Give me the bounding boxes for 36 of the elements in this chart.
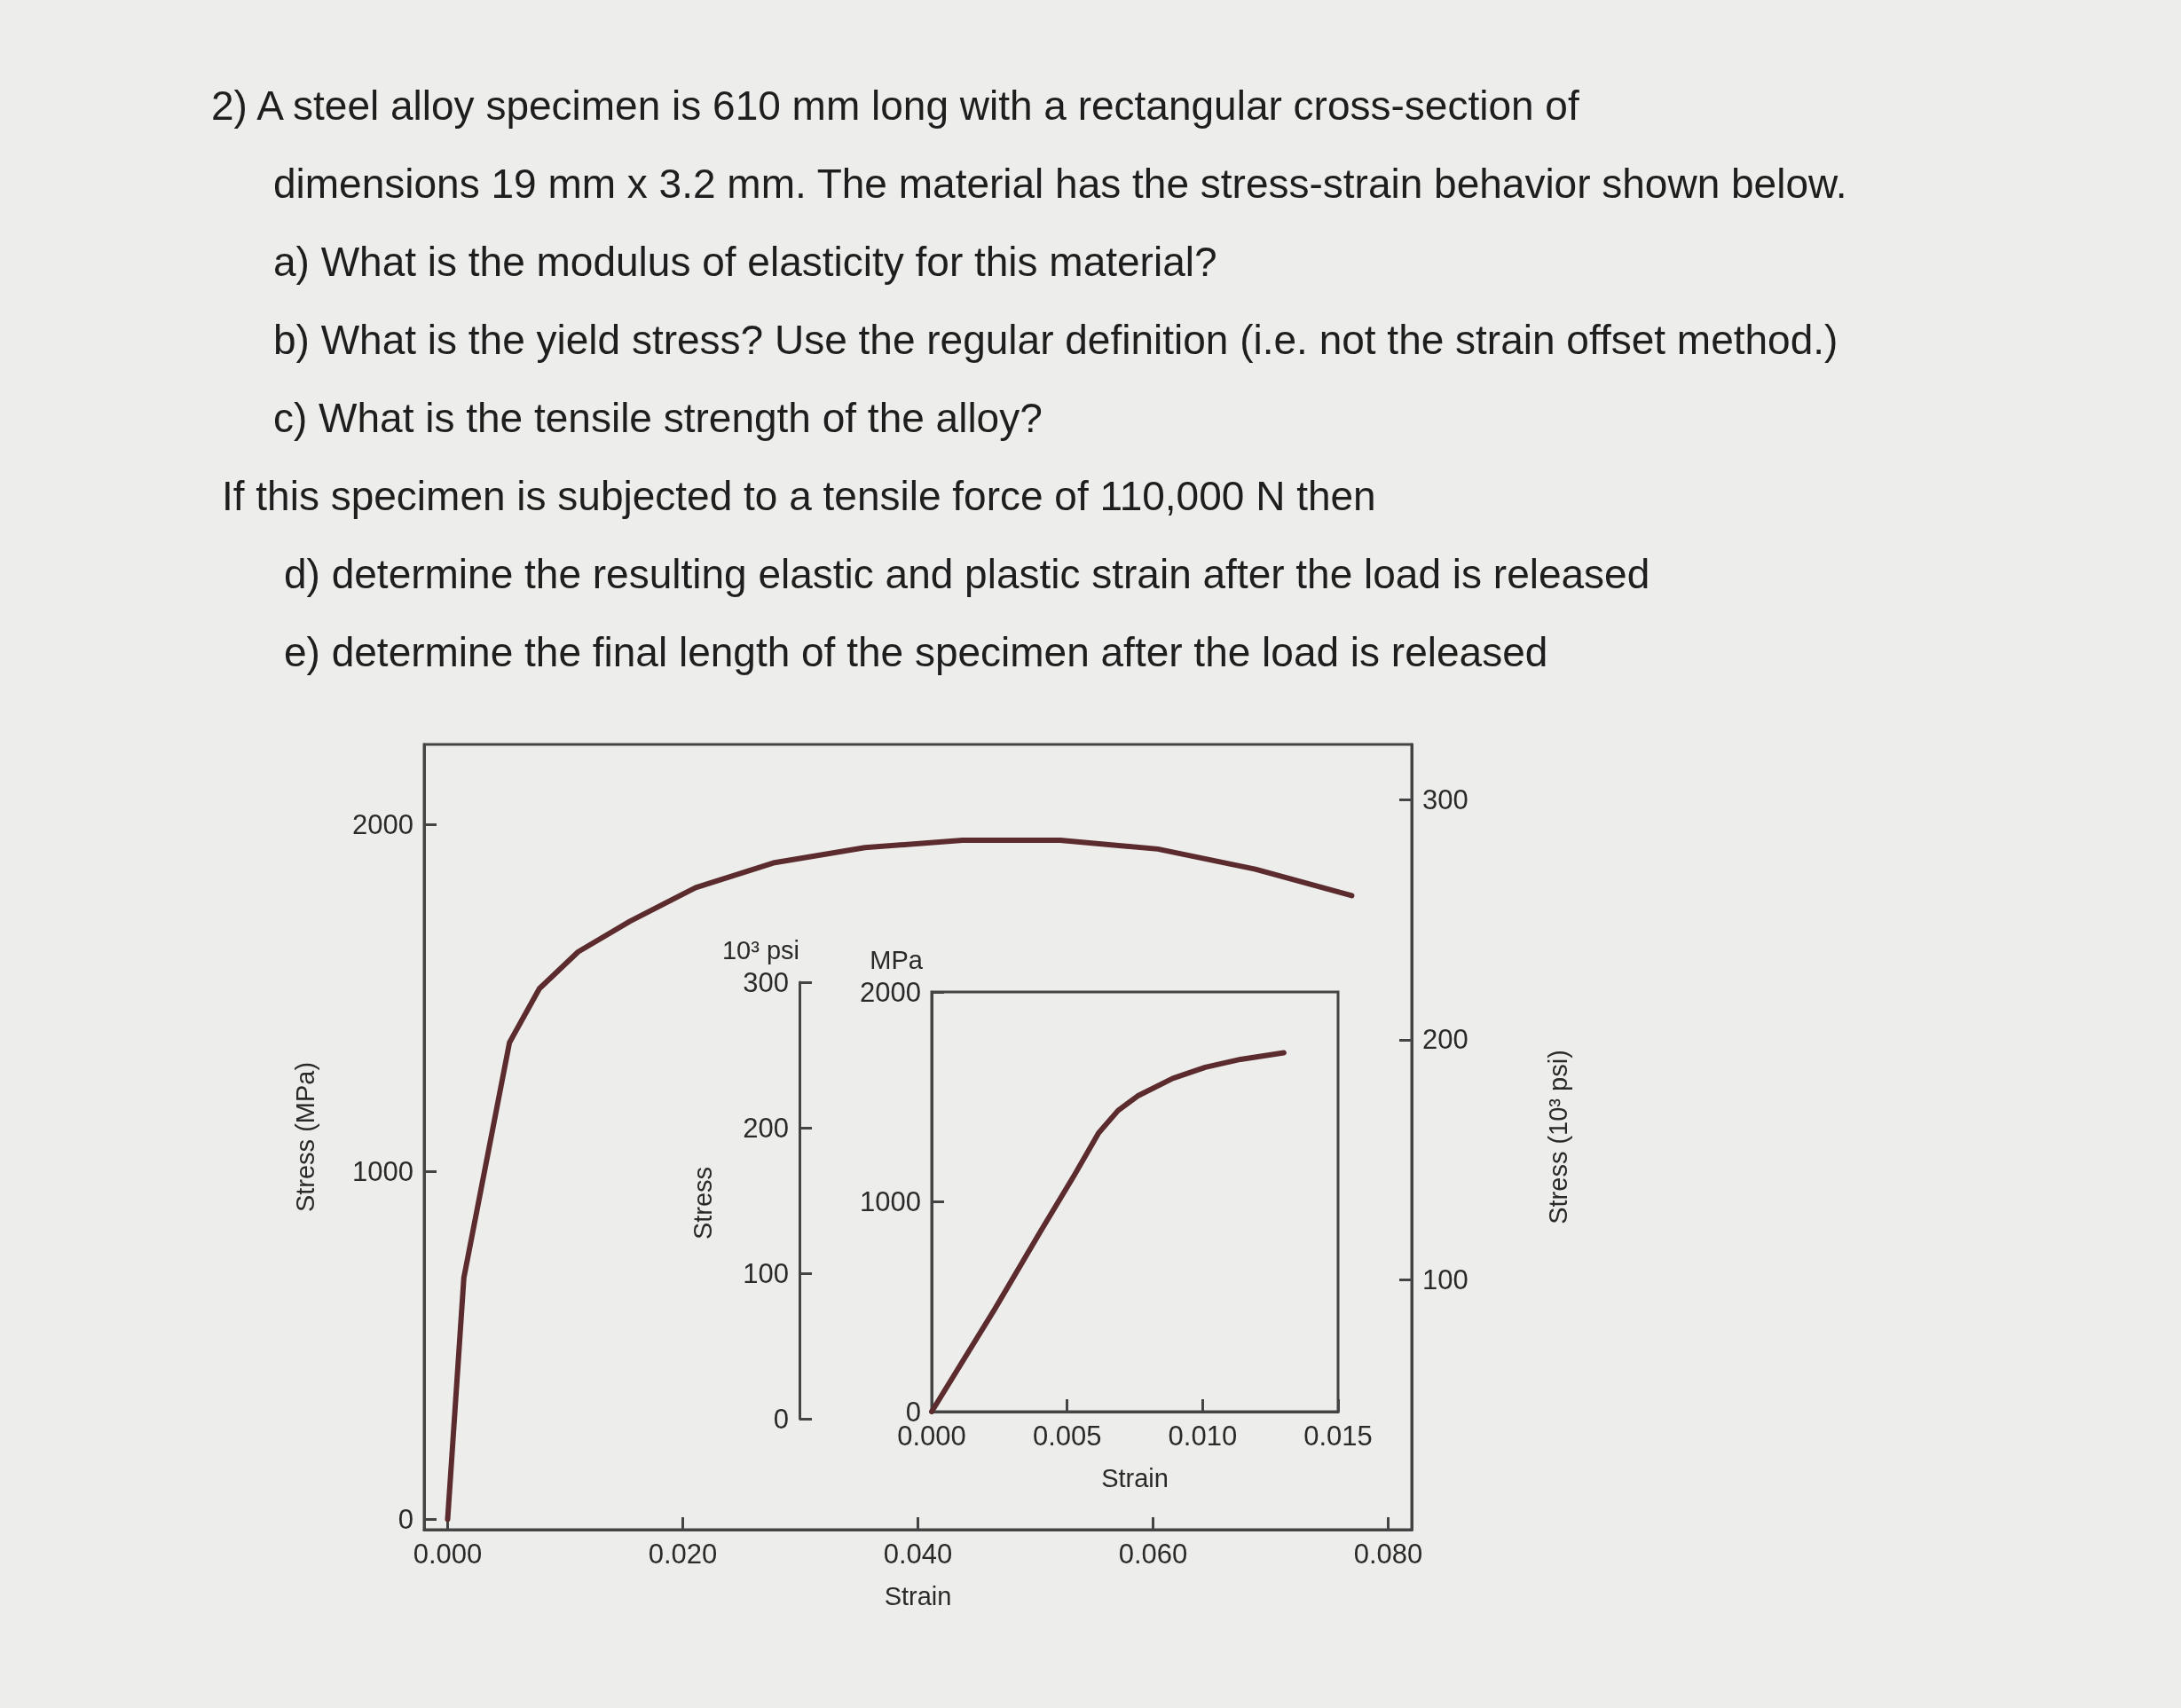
x-tick-label: 0.005	[1032, 1421, 1102, 1452]
y2-tick-label: 200	[743, 1112, 789, 1144]
y2-axis-title: Stress (10³ psi)	[1543, 1050, 1572, 1224]
x-tick-label: 0.080	[1353, 1539, 1423, 1570]
y2-tick-label: 300	[1422, 783, 1468, 815]
y2-tick-label: 200	[1422, 1024, 1468, 1056]
x-tick-label: 0.000	[413, 1539, 483, 1570]
y-tick-label: 2000	[352, 808, 413, 840]
y-tick-label: 0	[398, 1503, 413, 1535]
y-axis-title: MPa	[870, 945, 924, 974]
y-tick-label: 1000	[352, 1156, 413, 1188]
x-axis-title: Strain	[884, 1581, 952, 1610]
y-tick-label: 2000	[860, 976, 921, 1008]
x-axis-title: Strain	[1101, 1463, 1169, 1492]
y-tick-label: 1000	[860, 1186, 921, 1217]
x-tick-label: 0.000	[897, 1421, 966, 1452]
x-tick-label: 0.015	[1303, 1421, 1373, 1452]
y2-tick-label: 100	[1422, 1264, 1468, 1296]
x-tick-label: 0.020	[648, 1539, 718, 1570]
text: c) What is the tensile strength of the alloy?	[273, 394, 1043, 442]
text: a) What is the modulus of elasticity for this material?	[273, 238, 1217, 286]
y2-tick-label: 0	[773, 1403, 789, 1435]
text: e) determine the final length of the specimen after the load is released	[284, 628, 1548, 676]
text: If this specimen is subjected to a tensile force of 110,000 N then	[222, 472, 1376, 520]
annotation: Stress	[689, 1166, 717, 1240]
text: b) What is the yield stress? Use the regular definition (i.e. not the strain offset method.)	[273, 316, 1838, 364]
text: 2) A steel alloy specimen is 610 mm long with a rectangular cross-section of	[211, 82, 1579, 130]
y2-tick-label: 100	[743, 1257, 789, 1289]
text: d) determine the resulting elastic and plastic strain after the load is released	[284, 550, 1650, 598]
y2-axis-title: 10³ psi	[721, 935, 799, 964]
x-tick-label: 0.040	[883, 1539, 953, 1570]
x-tick-label: 0.010	[1168, 1421, 1238, 1452]
y-axis-title: Stress (MPa)	[290, 1061, 319, 1213]
y2-tick-label: 300	[743, 966, 789, 998]
text: dimensions 19 mm x 3.2 mm. The material has the stress-strain behavior shown below.	[273, 160, 1847, 208]
x-tick-label: 0.060	[1118, 1539, 1188, 1570]
